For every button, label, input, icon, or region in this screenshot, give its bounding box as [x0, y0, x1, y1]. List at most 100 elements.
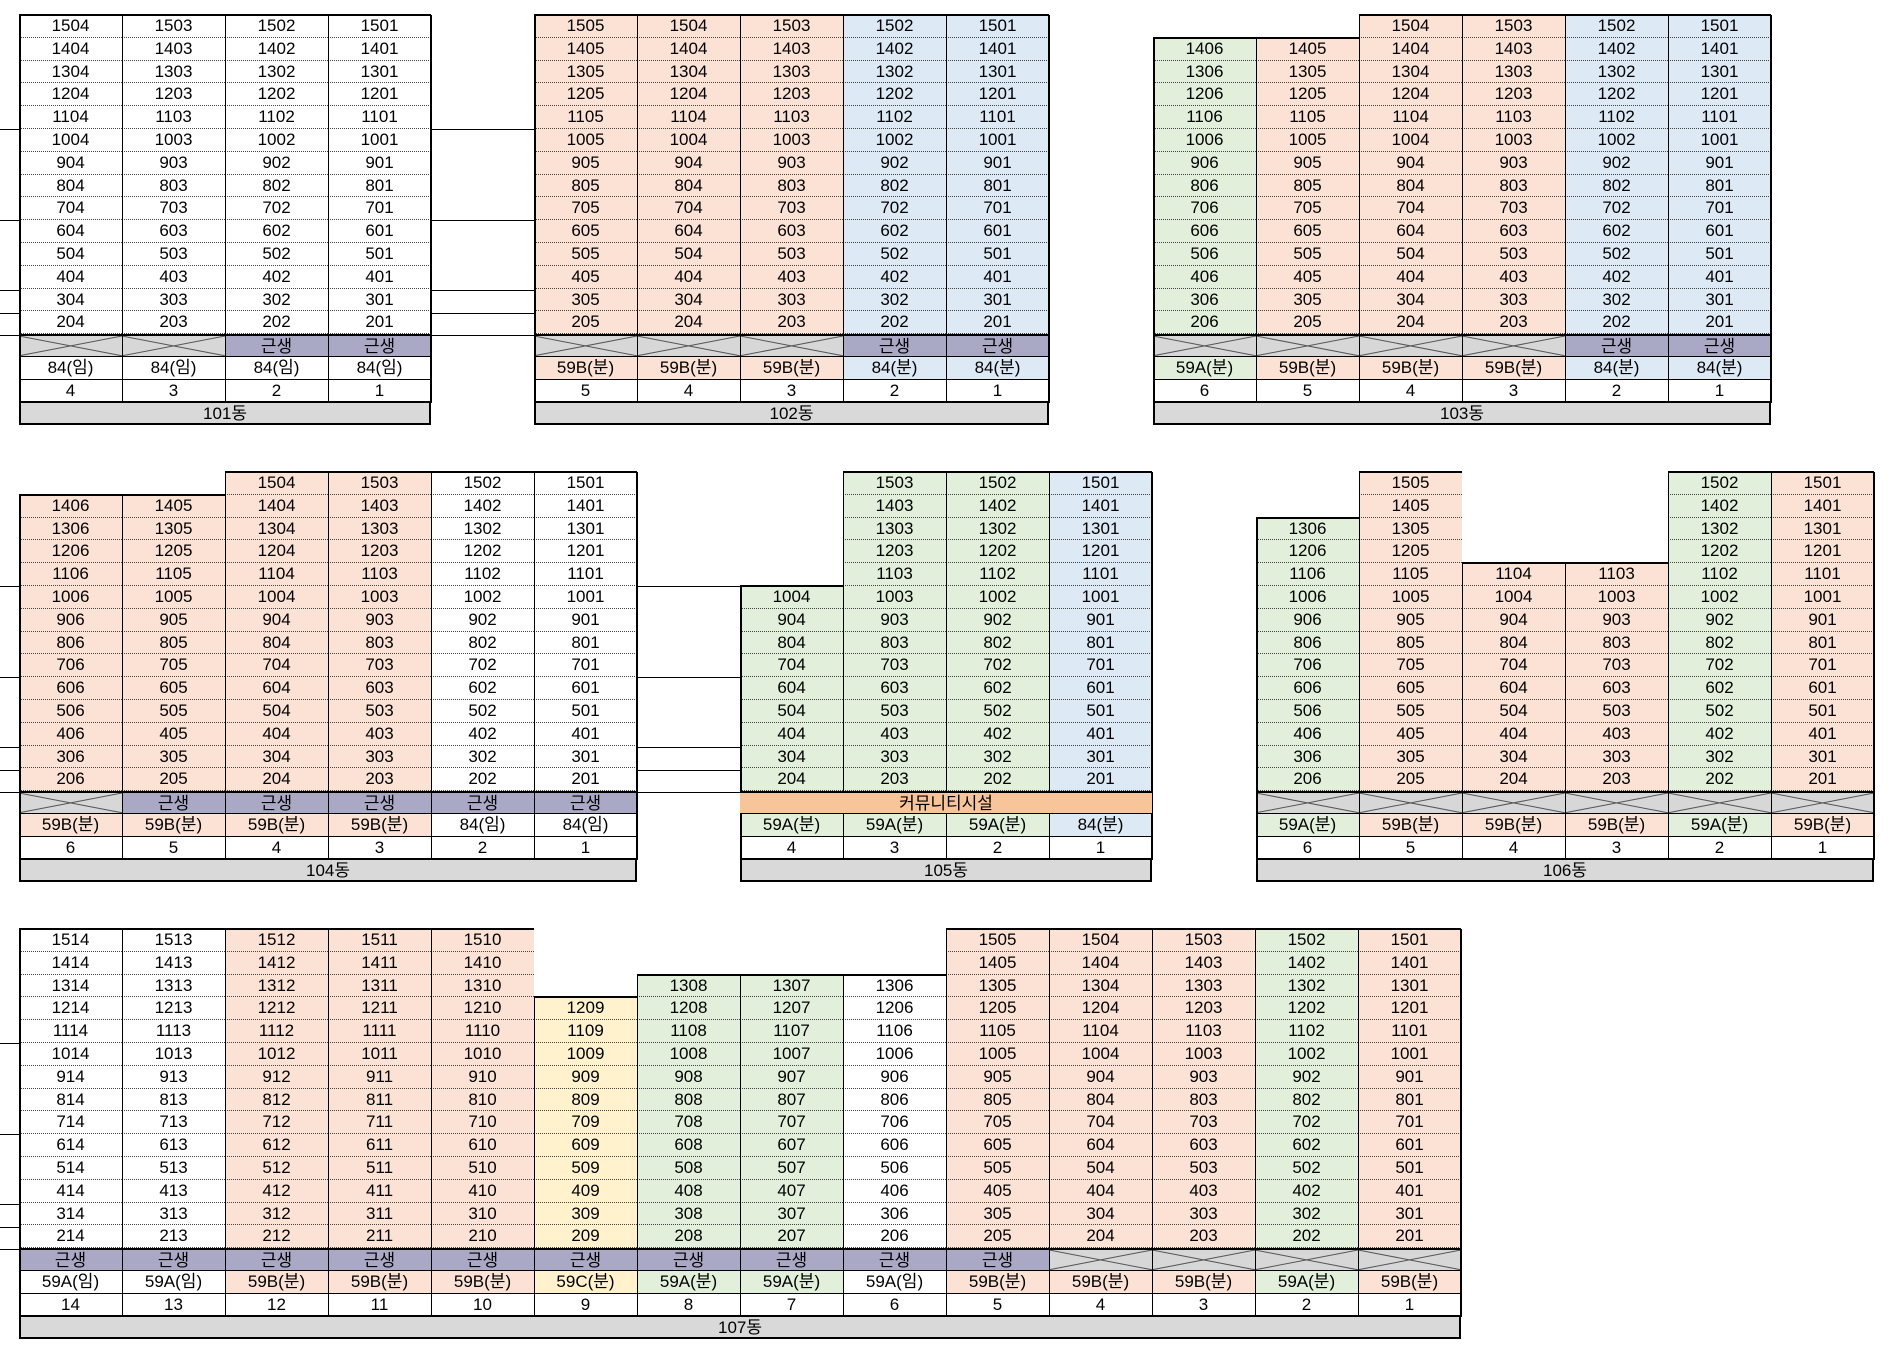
unit-cell[interactable]: 206	[843, 1225, 946, 1249]
unit-cell[interactable]: 903	[843, 608, 946, 632]
unit-cell[interactable]: 1002	[946, 586, 1049, 609]
unit-cell[interactable]: 1404	[637, 37, 740, 61]
unit-cell[interactable]: 306	[1153, 288, 1256, 312]
unit-cell[interactable]: 504	[1359, 243, 1462, 266]
unit-cell[interactable]: 903	[1152, 1065, 1255, 1089]
unit-cell[interactable]: 1501	[946, 15, 1049, 38]
unit-cell[interactable]: 504	[740, 700, 843, 723]
unit-cell[interactable]: 1102	[843, 106, 946, 129]
unit-cell[interactable]: 1102	[431, 563, 534, 586]
unit-cell[interactable]: 203	[122, 311, 225, 335]
unit-cell[interactable]: 1402	[1668, 494, 1771, 518]
unit-cell[interactable]: 1105	[122, 563, 225, 586]
unit-cell[interactable]: 704	[740, 654, 843, 678]
unit-cell[interactable]: 1306	[843, 974, 946, 998]
unit-cell[interactable]: 1110	[431, 1020, 534, 1043]
unit-cell[interactable]: 1002	[225, 129, 328, 152]
unit-cell[interactable]: 805	[534, 174, 637, 198]
unit-cell[interactable]: 1504	[225, 472, 328, 495]
unit-cell[interactable]: 802	[843, 174, 946, 198]
unit-cell[interactable]: 803	[122, 174, 225, 198]
unit-cell[interactable]: 311	[328, 1202, 431, 1226]
unit-cell[interactable]: 302	[1668, 745, 1771, 769]
unit-cell[interactable]: 1204	[637, 83, 740, 107]
unit-cell[interactable]: 1101	[1668, 106, 1771, 129]
unit-cell[interactable]: 1401	[1668, 37, 1771, 61]
unit-cell[interactable]: 602	[225, 220, 328, 243]
unit-cell[interactable]: 303	[843, 745, 946, 769]
unit-cell[interactable]: 802	[1565, 174, 1668, 198]
unit-cell[interactable]: 503	[1152, 1157, 1255, 1180]
unit-cell[interactable]: 901	[328, 151, 431, 175]
unit-cell[interactable]: 1301	[1049, 517, 1152, 541]
unit-cell[interactable]: 703	[1565, 654, 1668, 678]
unit-cell[interactable]: 1301	[1668, 60, 1771, 84]
unit-cell[interactable]: 1306	[1153, 60, 1256, 84]
unit-cell[interactable]: 303	[1152, 1202, 1255, 1226]
unit-cell[interactable]: 1202	[225, 83, 328, 107]
unit-cell[interactable]: 1001	[534, 586, 637, 609]
unit-cell[interactable]: 904	[19, 151, 122, 175]
unit-cell[interactable]: 1305	[534, 60, 637, 84]
unit-cell[interactable]: 1405	[534, 37, 637, 61]
unit-cell[interactable]: 604	[1049, 1134, 1152, 1157]
unit-cell[interactable]: 705	[122, 654, 225, 678]
unit-cell[interactable]: 1201	[1668, 83, 1771, 107]
unit-cell[interactable]: 208	[637, 1225, 740, 1249]
unit-cell[interactable]: 601	[534, 677, 637, 700]
unit-cell[interactable]: 404	[740, 722, 843, 746]
unit-cell[interactable]: 1501	[1668, 15, 1771, 38]
unit-cell[interactable]: 304	[225, 745, 328, 769]
unit-cell[interactable]: 1010	[431, 1043, 534, 1066]
unit-cell[interactable]: 505	[946, 1157, 1049, 1180]
unit-cell[interactable]: 706	[843, 1111, 946, 1135]
unit-cell[interactable]: 301	[1049, 745, 1152, 769]
unit-cell[interactable]: 1405	[946, 951, 1049, 975]
unit-cell[interactable]: 1303	[1462, 60, 1565, 84]
unit-cell[interactable]: 610	[431, 1134, 534, 1157]
unit-cell[interactable]: 1004	[1049, 1043, 1152, 1066]
unit-cell[interactable]: 1211	[328, 997, 431, 1021]
unit-cell[interactable]: 202	[843, 311, 946, 335]
unit-cell[interactable]: 1305	[1256, 60, 1359, 84]
unit-cell[interactable]: 414	[19, 1179, 122, 1203]
unit-cell[interactable]: 1014	[19, 1043, 122, 1066]
unit-cell[interactable]: 701	[1668, 197, 1771, 221]
unit-cell[interactable]: 705	[946, 1111, 1049, 1135]
unit-cell[interactable]: 1403	[740, 37, 843, 61]
unit-cell[interactable]: 705	[1359, 654, 1462, 678]
unit-cell[interactable]: 302	[431, 745, 534, 769]
unit-cell[interactable]: 903	[328, 608, 431, 632]
unit-cell[interactable]: 304	[1462, 745, 1565, 769]
unit-cell[interactable]: 503	[1565, 700, 1668, 723]
unit-cell[interactable]: 1002	[1668, 586, 1771, 609]
unit-cell[interactable]: 1511	[328, 929, 431, 952]
unit-cell[interactable]: 401	[1771, 722, 1874, 746]
unit-cell[interactable]: 1512	[225, 929, 328, 952]
unit-cell[interactable]: 602	[1255, 1134, 1358, 1157]
unit-cell[interactable]: 1503	[740, 15, 843, 38]
unit-cell[interactable]: 303	[740, 288, 843, 312]
unit-cell[interactable]: 602	[946, 677, 1049, 700]
unit-cell[interactable]: 602	[843, 220, 946, 243]
unit-cell[interactable]: 303	[122, 288, 225, 312]
unit-cell[interactable]: 1101	[328, 106, 431, 129]
unit-cell[interactable]: 1003	[843, 586, 946, 609]
unit-cell[interactable]: 1301	[946, 60, 1049, 84]
unit-cell[interactable]: 1104	[637, 106, 740, 129]
unit-cell[interactable]: 502	[843, 243, 946, 266]
unit-cell[interactable]: 707	[740, 1111, 843, 1135]
unit-cell[interactable]: 1006	[843, 1043, 946, 1066]
unit-cell[interactable]: 902	[843, 151, 946, 175]
unit-cell[interactable]: 1103	[1152, 1020, 1255, 1043]
unit-cell[interactable]: 406	[1153, 265, 1256, 289]
unit-cell[interactable]: 202	[431, 768, 534, 792]
unit-cell[interactable]: 1502	[225, 15, 328, 38]
unit-cell[interactable]: 604	[1359, 220, 1462, 243]
unit-cell[interactable]: 702	[1668, 654, 1771, 678]
unit-cell[interactable]: 1502	[1565, 15, 1668, 38]
unit-cell[interactable]: 404	[1359, 265, 1462, 289]
unit-cell[interactable]: 603	[1565, 677, 1668, 700]
unit-cell[interactable]: 1302	[1668, 517, 1771, 541]
unit-cell[interactable]: 1001	[1771, 586, 1874, 609]
